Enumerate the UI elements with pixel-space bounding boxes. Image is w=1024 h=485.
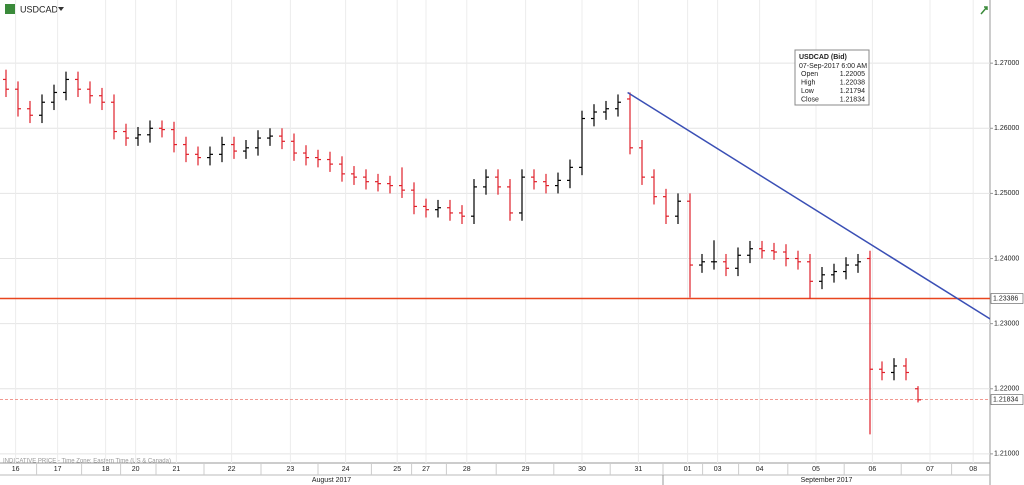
trend-line (627, 91, 990, 320)
x-tick-label: 01 (684, 466, 692, 473)
info-frame (794, 49, 870, 106)
info-label: Open (801, 71, 818, 78)
x-tick-label: 05 (812, 466, 820, 473)
x-tick-label: 30 (578, 466, 586, 473)
info-value: 1.22005 (840, 71, 865, 78)
price-tag-label: 1.21834 (993, 396, 1018, 403)
x-tick-label: 25 (393, 466, 401, 473)
info-label: Close (801, 96, 819, 103)
x-tick-label: 29 (522, 466, 530, 473)
y-tick-label: 1.27000 (994, 60, 1019, 67)
price-tag (990, 293, 1024, 304)
x-tick-label: 27 (422, 466, 430, 473)
month-label: September 2017 (801, 477, 853, 484)
x-tick-label: 17 (54, 466, 62, 473)
y-tick-label: 1.26000 (994, 125, 1019, 132)
y-axis-panel (990, 0, 1024, 485)
info-title: USDCAD (Bid) (799, 54, 847, 61)
x-tick-label: 31 (635, 466, 643, 473)
symbol-dropdown[interactable] (58, 7, 64, 11)
x-tick-label: 07 (926, 466, 934, 473)
info-label: High (801, 79, 816, 86)
symbol-title[interactable]: USDCAD (20, 4, 59, 14)
info-value: 1.22038 (840, 79, 865, 86)
price-tag-label: 1.23386 (993, 295, 1018, 302)
x-tick-label: 23 (287, 466, 295, 473)
x-tick-label: 18 (102, 466, 110, 473)
y-tick-label: 1.25000 (994, 190, 1019, 197)
trend-icon[interactable] (980, 6, 988, 15)
y-tick-label: 1.23000 (994, 320, 1019, 327)
x-tick-label: 20 (132, 466, 140, 473)
symbol-icon[interactable] (5, 4, 15, 14)
y-tick-label: 1.21000 (994, 451, 1019, 458)
y-tick-label: 1.22000 (994, 386, 1019, 393)
info-value: 1.21834 (840, 96, 865, 103)
info-time: 07-Sep-2017 6:00 AM (799, 63, 867, 70)
x-tick-label: 04 (756, 466, 764, 473)
x-tick-label: 06 (869, 466, 877, 473)
x-tick-label: 16 (12, 466, 20, 473)
x-tick-label: 22 (228, 466, 236, 473)
month-label: August 2017 (312, 477, 351, 484)
footer-note: INDICATIVE PRICE - Time Zone: Eastern Ti… (3, 459, 171, 465)
x-tick-label: 08 (969, 466, 977, 473)
info-box: USDCAD (Bid) 07-Sep-2017 6:00 AM Open 1.2… (794, 49, 870, 106)
x-tick-label: 28 (463, 466, 471, 473)
price-tag (990, 394, 1024, 405)
x-tick-label: 24 (342, 466, 350, 473)
y-tick-label: 1.24000 (994, 255, 1019, 262)
info-label: Low (801, 88, 815, 95)
info-value: 1.21794 (840, 88, 865, 95)
x-tick-label: 03 (714, 466, 722, 473)
plot-area (0, 0, 990, 463)
x-tick-label: 21 (173, 466, 181, 473)
